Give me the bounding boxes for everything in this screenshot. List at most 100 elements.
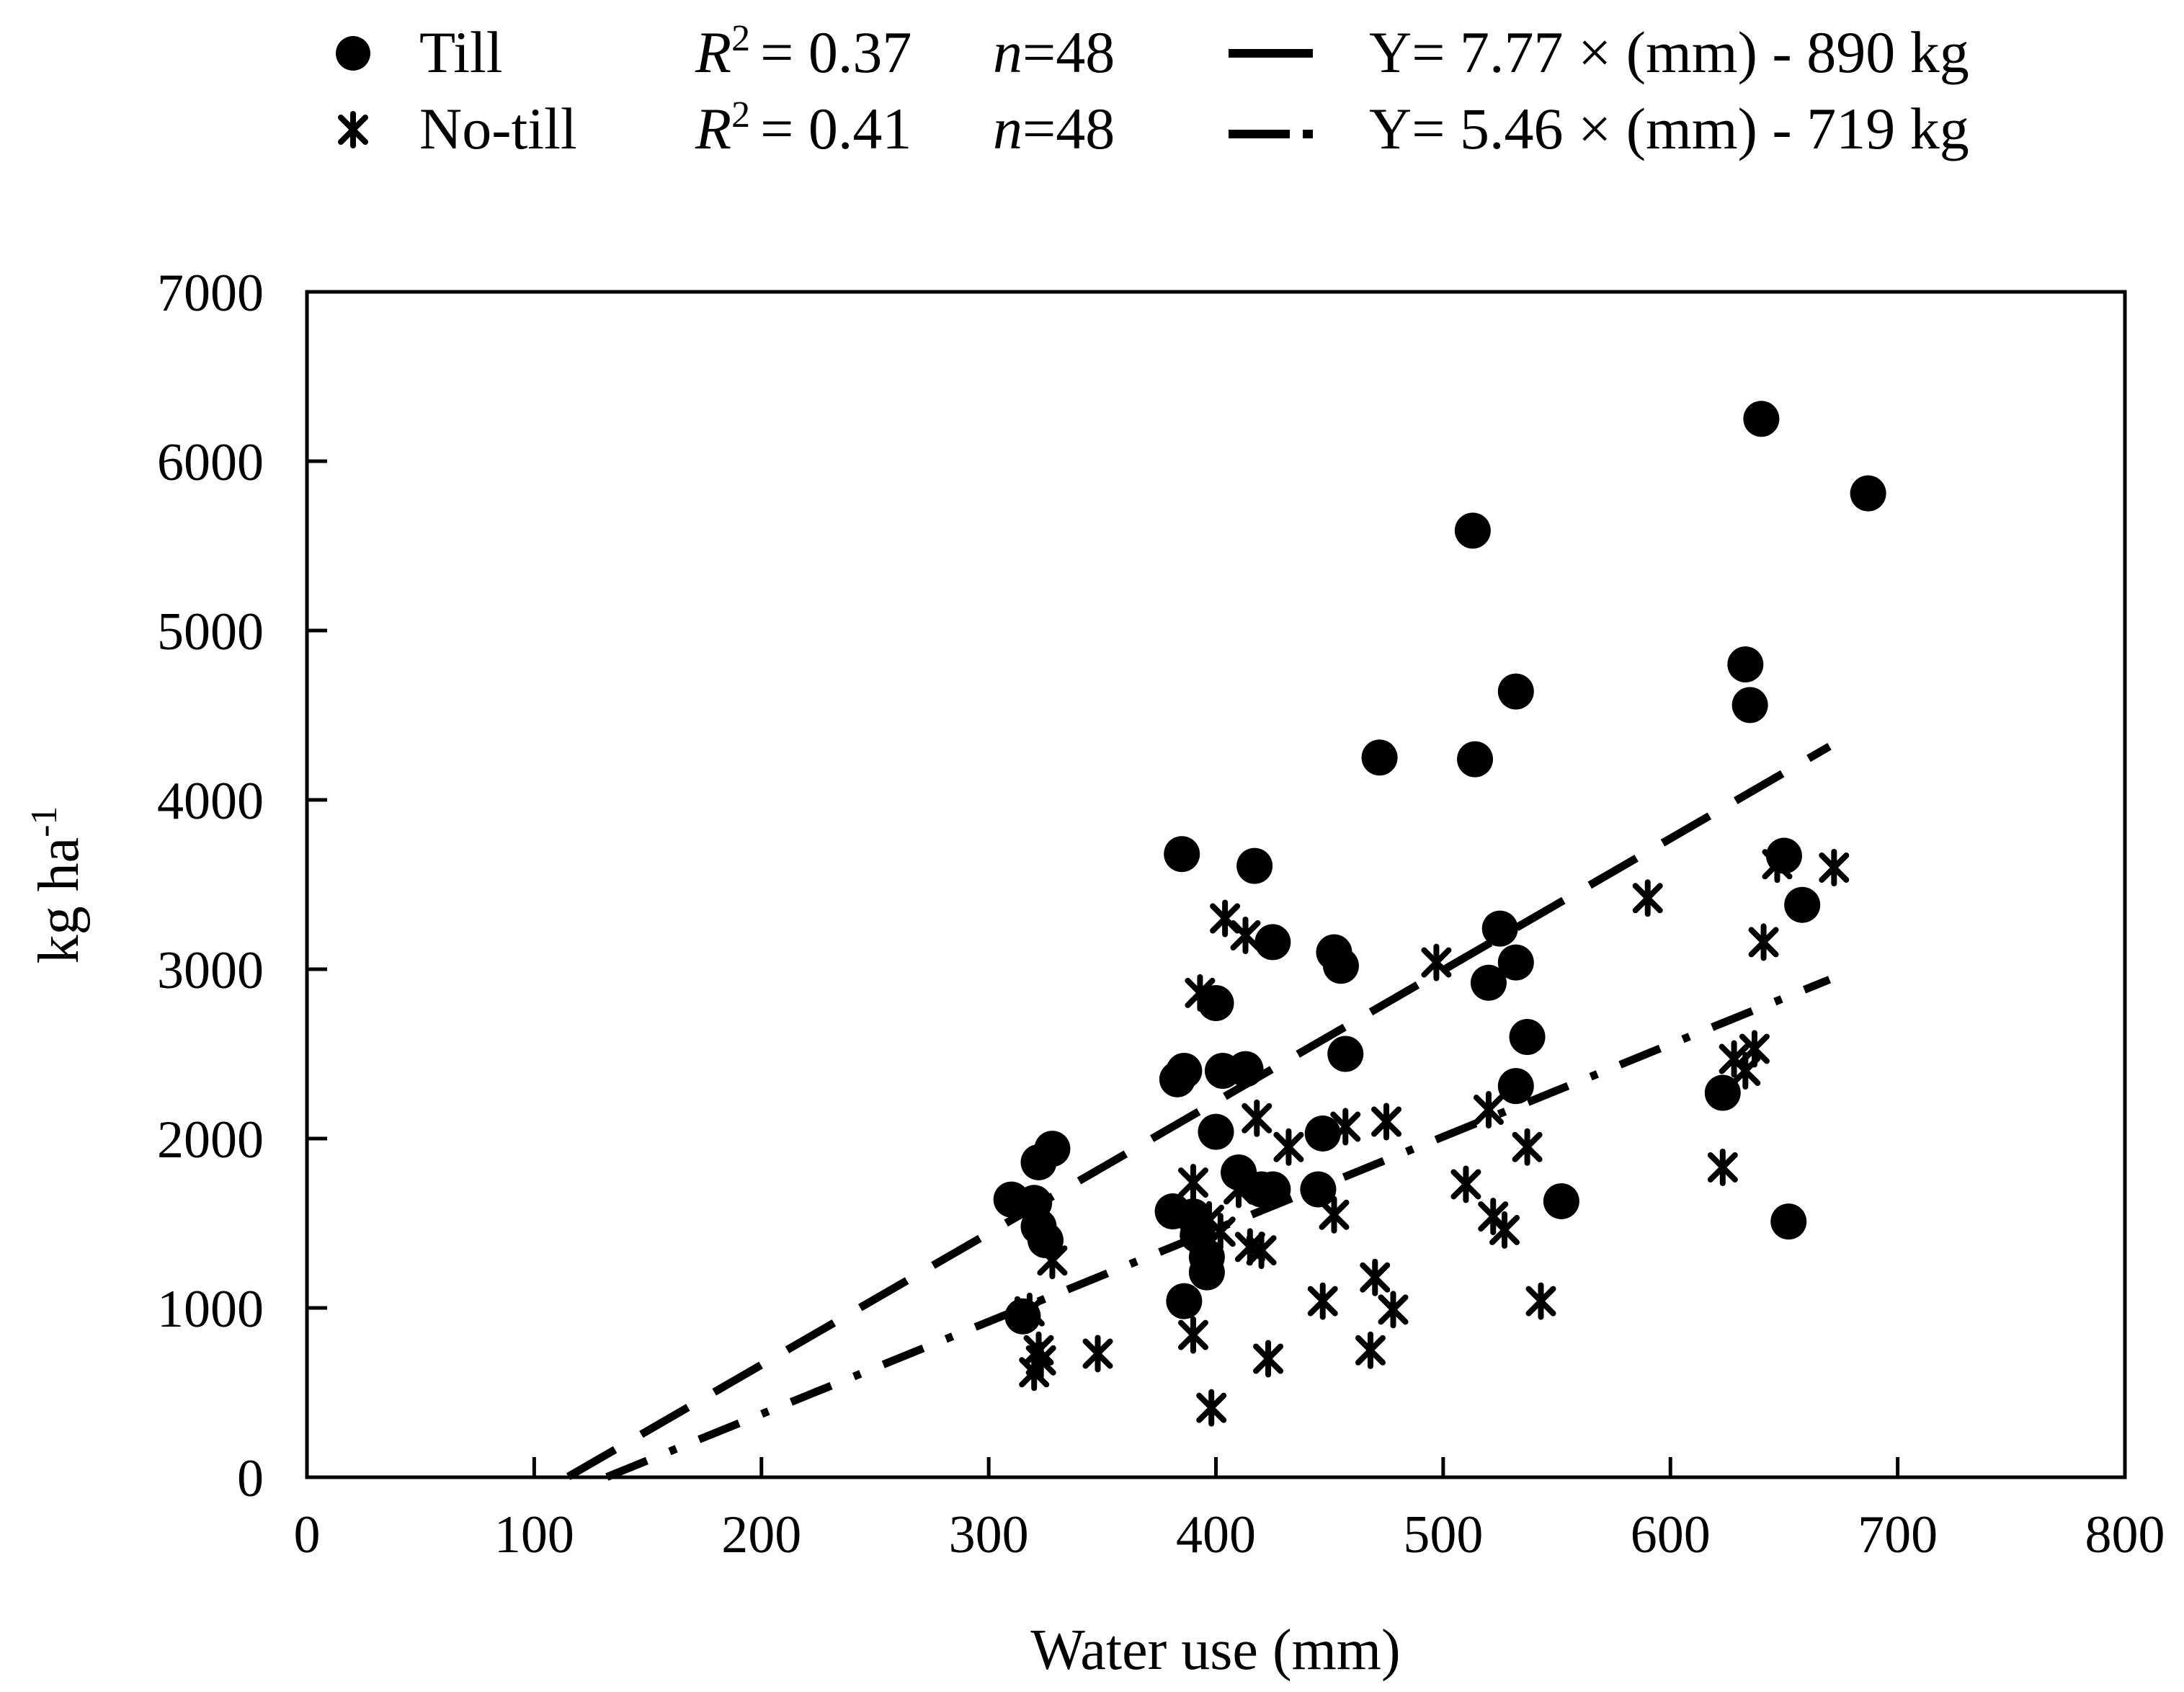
point-no-till <box>1037 1242 1068 1280</box>
point-till <box>1166 1053 1203 1089</box>
y-tick-label: 7000 <box>157 264 264 323</box>
point-till <box>1322 948 1359 984</box>
y-tick-label: 5000 <box>157 602 264 662</box>
plot-frame <box>305 290 2127 1479</box>
point-no-till <box>1246 1232 1277 1270</box>
point-no-till <box>1762 845 1793 883</box>
point-till <box>1850 475 1886 512</box>
x-tick-label: 200 <box>721 1505 801 1564</box>
point-till <box>1254 924 1291 961</box>
point-no-till <box>1748 923 1779 961</box>
point-no-till <box>1273 1128 1304 1166</box>
point-till <box>1198 985 1234 1021</box>
x-tick-label: 800 <box>2085 1505 2165 1564</box>
point-till <box>1457 741 1494 778</box>
point-no-till <box>1330 1108 1361 1146</box>
point-no-till <box>1210 899 1241 938</box>
y-tick-label: 2000 <box>157 1110 264 1170</box>
regression-lines <box>566 743 1832 1481</box>
point-till <box>1166 1283 1203 1319</box>
x-tick-label: 100 <box>494 1505 574 1564</box>
point-till <box>1497 673 1534 710</box>
point-no-till <box>1224 1170 1254 1208</box>
point-no-till <box>1632 879 1663 917</box>
point-no-till <box>1230 917 1261 954</box>
y-tick-label: 0 <box>237 1449 264 1508</box>
point-till <box>1731 687 1768 723</box>
point-no-till <box>1307 1282 1338 1320</box>
x-axis: 0 100 200 300 400 500 600 700 800 <box>294 1457 2165 1564</box>
data-points <box>993 401 1886 1427</box>
x-tick-label: 300 <box>949 1505 1029 1564</box>
point-till <box>1198 1113 1234 1150</box>
point-no-till <box>1253 1340 1284 1378</box>
point-till <box>1227 1051 1264 1087</box>
point-no-till <box>1378 1291 1409 1329</box>
point-no-till <box>1082 1335 1113 1373</box>
point-till <box>1497 1068 1534 1105</box>
point-till <box>1509 1019 1546 1055</box>
regression-line-till <box>566 743 1832 1480</box>
point-till <box>1481 910 1518 947</box>
point-till <box>1300 1171 1337 1208</box>
legend-label-till: Till <box>419 19 503 85</box>
point-till <box>1188 1254 1225 1291</box>
point-no-till <box>1185 974 1216 1012</box>
point-no-till <box>1196 1389 1227 1427</box>
point-till <box>1304 1115 1341 1152</box>
legend-marker-till <box>336 36 370 71</box>
point-till <box>1497 944 1534 981</box>
point-till <box>1543 1183 1579 1219</box>
point-no-till <box>1371 1103 1402 1141</box>
point-no-till <box>1450 1165 1481 1203</box>
y-tick-label: 6000 <box>157 433 264 492</box>
y-tick-label: 3000 <box>157 941 264 1000</box>
point-no-till <box>1512 1128 1543 1166</box>
point-no-till <box>1205 1213 1236 1251</box>
point-till <box>1254 1171 1291 1208</box>
point-no-till <box>1177 1164 1208 1202</box>
point-till <box>1164 836 1200 873</box>
regression-line-no-till <box>605 976 1832 1481</box>
legend-equation-no-till: Y= 5.46 × (mm) - 719 kg <box>1369 96 1969 161</box>
point-no-till <box>1739 1030 1770 1068</box>
point-till <box>1034 1131 1071 1167</box>
x-tick-label: 0 <box>294 1505 321 1564</box>
point-no-till <box>1421 943 1452 981</box>
point-no-till <box>1819 849 1850 886</box>
point-till <box>1470 964 1507 1001</box>
legend-equation-till: Y= 7.77 × (mm) - 890 kg <box>1369 19 1969 85</box>
point-no-till <box>1489 1211 1520 1249</box>
legend-r2-till: R2 = 0.37 <box>695 18 912 85</box>
point-till <box>1361 739 1398 776</box>
point-till <box>1770 1203 1807 1240</box>
legend-marker-no-till <box>338 111 368 148</box>
point-till <box>1784 886 1821 923</box>
point-no-till <box>1360 1258 1391 1296</box>
legend-n-no-till: n=48 <box>993 96 1115 161</box>
point-no-till <box>1014 1292 1045 1330</box>
y-axis: 0 1000 2000 3000 4000 5000 6000 7000 <box>157 264 327 1508</box>
legend-r2-no-till: R2 = 0.41 <box>695 94 912 161</box>
x-tick-label: 600 <box>1631 1505 1711 1564</box>
x-tick-label: 400 <box>1176 1505 1256 1564</box>
legend-n-till: n=48 <box>993 19 1115 85</box>
point-no-till <box>1319 1195 1350 1234</box>
point-till <box>1743 401 1780 437</box>
legend: Till R2 = 0.37 n=48 Y= 7.77 × (mm) - 890 … <box>336 18 1969 161</box>
point-no-till <box>1242 1099 1272 1137</box>
x-tick-label: 500 <box>1403 1505 1483 1564</box>
point-no-till <box>1707 1148 1738 1186</box>
x-axis-label: Water use (mm) <box>1030 1618 1400 1682</box>
point-no-till <box>1177 1316 1208 1354</box>
point-till <box>1454 512 1491 549</box>
point-no-till <box>1355 1331 1386 1369</box>
point-till <box>1327 1036 1364 1072</box>
y-tick-label: 4000 <box>157 772 264 831</box>
x-tick-label: 700 <box>1858 1505 1938 1564</box>
point-no-till <box>1525 1282 1556 1320</box>
y-axis-label: kg ha-1 <box>24 806 91 964</box>
y-tick-label: 1000 <box>157 1280 264 1339</box>
point-no-till <box>1025 1341 1056 1379</box>
